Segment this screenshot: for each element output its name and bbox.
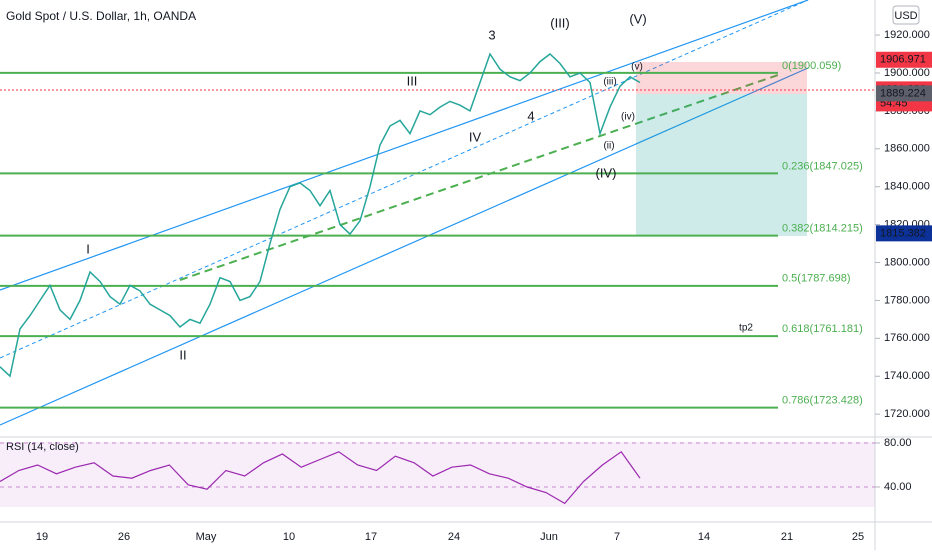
x-tick-label: 26 bbox=[118, 531, 130, 543]
wave-label: (iii) bbox=[603, 77, 616, 88]
wave-label: tp2 bbox=[739, 323, 753, 334]
x-tick-label: May bbox=[196, 531, 217, 543]
channel-upper bbox=[0, 0, 809, 291]
plot-bg bbox=[0, 0, 875, 522]
wave-label: (v) bbox=[631, 62, 643, 73]
price-tag-label: 1906.971 bbox=[880, 54, 926, 66]
target-zone bbox=[636, 94, 807, 236]
y-tick-label: 1740.000 bbox=[884, 370, 930, 382]
price-tag-label: 1889.224 bbox=[880, 87, 926, 99]
currency[interactable]: USD bbox=[894, 10, 917, 22]
wave-label: (ii) bbox=[603, 141, 614, 152]
y-tick-label: 1860.000 bbox=[884, 143, 930, 155]
wave-label: (IV) bbox=[596, 165, 617, 180]
x-tick-label: 19 bbox=[36, 531, 48, 543]
y-tick-label: 1840.000 bbox=[884, 181, 930, 193]
x-tick-label: 17 bbox=[365, 531, 377, 543]
wave-label: (III) bbox=[550, 15, 570, 30]
wave-label: III bbox=[407, 73, 418, 88]
wave-label: IV bbox=[469, 129, 482, 144]
channel-lower bbox=[0, 67, 809, 426]
y-tick-label: 40.00 bbox=[884, 481, 912, 493]
fib-label: 0.236(1847.025) bbox=[782, 160, 863, 172]
x-tick-label: 10 bbox=[283, 531, 295, 543]
x-tick-label: 14 bbox=[698, 531, 710, 543]
x-tick-label: 7 bbox=[614, 531, 620, 543]
price-tag bbox=[876, 51, 932, 68]
stop-zone bbox=[636, 62, 807, 94]
y-tick-label: 80.00 bbox=[884, 437, 912, 449]
fib-label: 0.786(1723.428) bbox=[782, 395, 863, 407]
price-tag bbox=[876, 85, 932, 102]
y-tick-label: 1900.000 bbox=[884, 67, 930, 79]
currency-box[interactable] bbox=[892, 5, 920, 25]
fib-label: 0.5(1787.698) bbox=[782, 273, 851, 285]
y-tick-label: 1760.000 bbox=[884, 332, 930, 344]
x-tick-label: 25 bbox=[852, 531, 864, 543]
fib-label: 0.382(1814.215) bbox=[782, 222, 863, 234]
chart-title: Gold Spot / U.S. Dollar, 1h, OANDA bbox=[6, 9, 196, 23]
fib-label: 0.618(1761.181) bbox=[782, 323, 863, 335]
wave-label: I bbox=[86, 241, 90, 256]
y-tick-label: 1720.000 bbox=[884, 408, 930, 420]
series-line bbox=[0, 52, 641, 378]
wave-label: (iv) bbox=[621, 112, 635, 123]
y-tick-label: 1800.000 bbox=[884, 256, 930, 268]
y-tick-label: 1920.000 bbox=[884, 29, 930, 41]
price-tag bbox=[876, 225, 932, 242]
y-tick-label: 1780.000 bbox=[884, 294, 930, 306]
price-tag-label: 1815.382 bbox=[880, 227, 926, 239]
wave-label: 4 bbox=[527, 108, 534, 123]
channel-mid bbox=[0, 0, 809, 359]
trend-dashed bbox=[179, 74, 779, 281]
series-line bbox=[0, 450, 641, 505]
wave-label: (V) bbox=[629, 11, 646, 26]
x-tick-label: 24 bbox=[448, 531, 460, 543]
x-tick-label: Jun bbox=[540, 531, 558, 543]
wave-label: 3 bbox=[488, 27, 495, 42]
wave-label: II bbox=[179, 347, 186, 362]
rsi-title: RSI (14, close) bbox=[6, 441, 79, 453]
fib-label: 0(1900.059) bbox=[782, 60, 841, 72]
x-tick-label: 21 bbox=[781, 531, 793, 543]
